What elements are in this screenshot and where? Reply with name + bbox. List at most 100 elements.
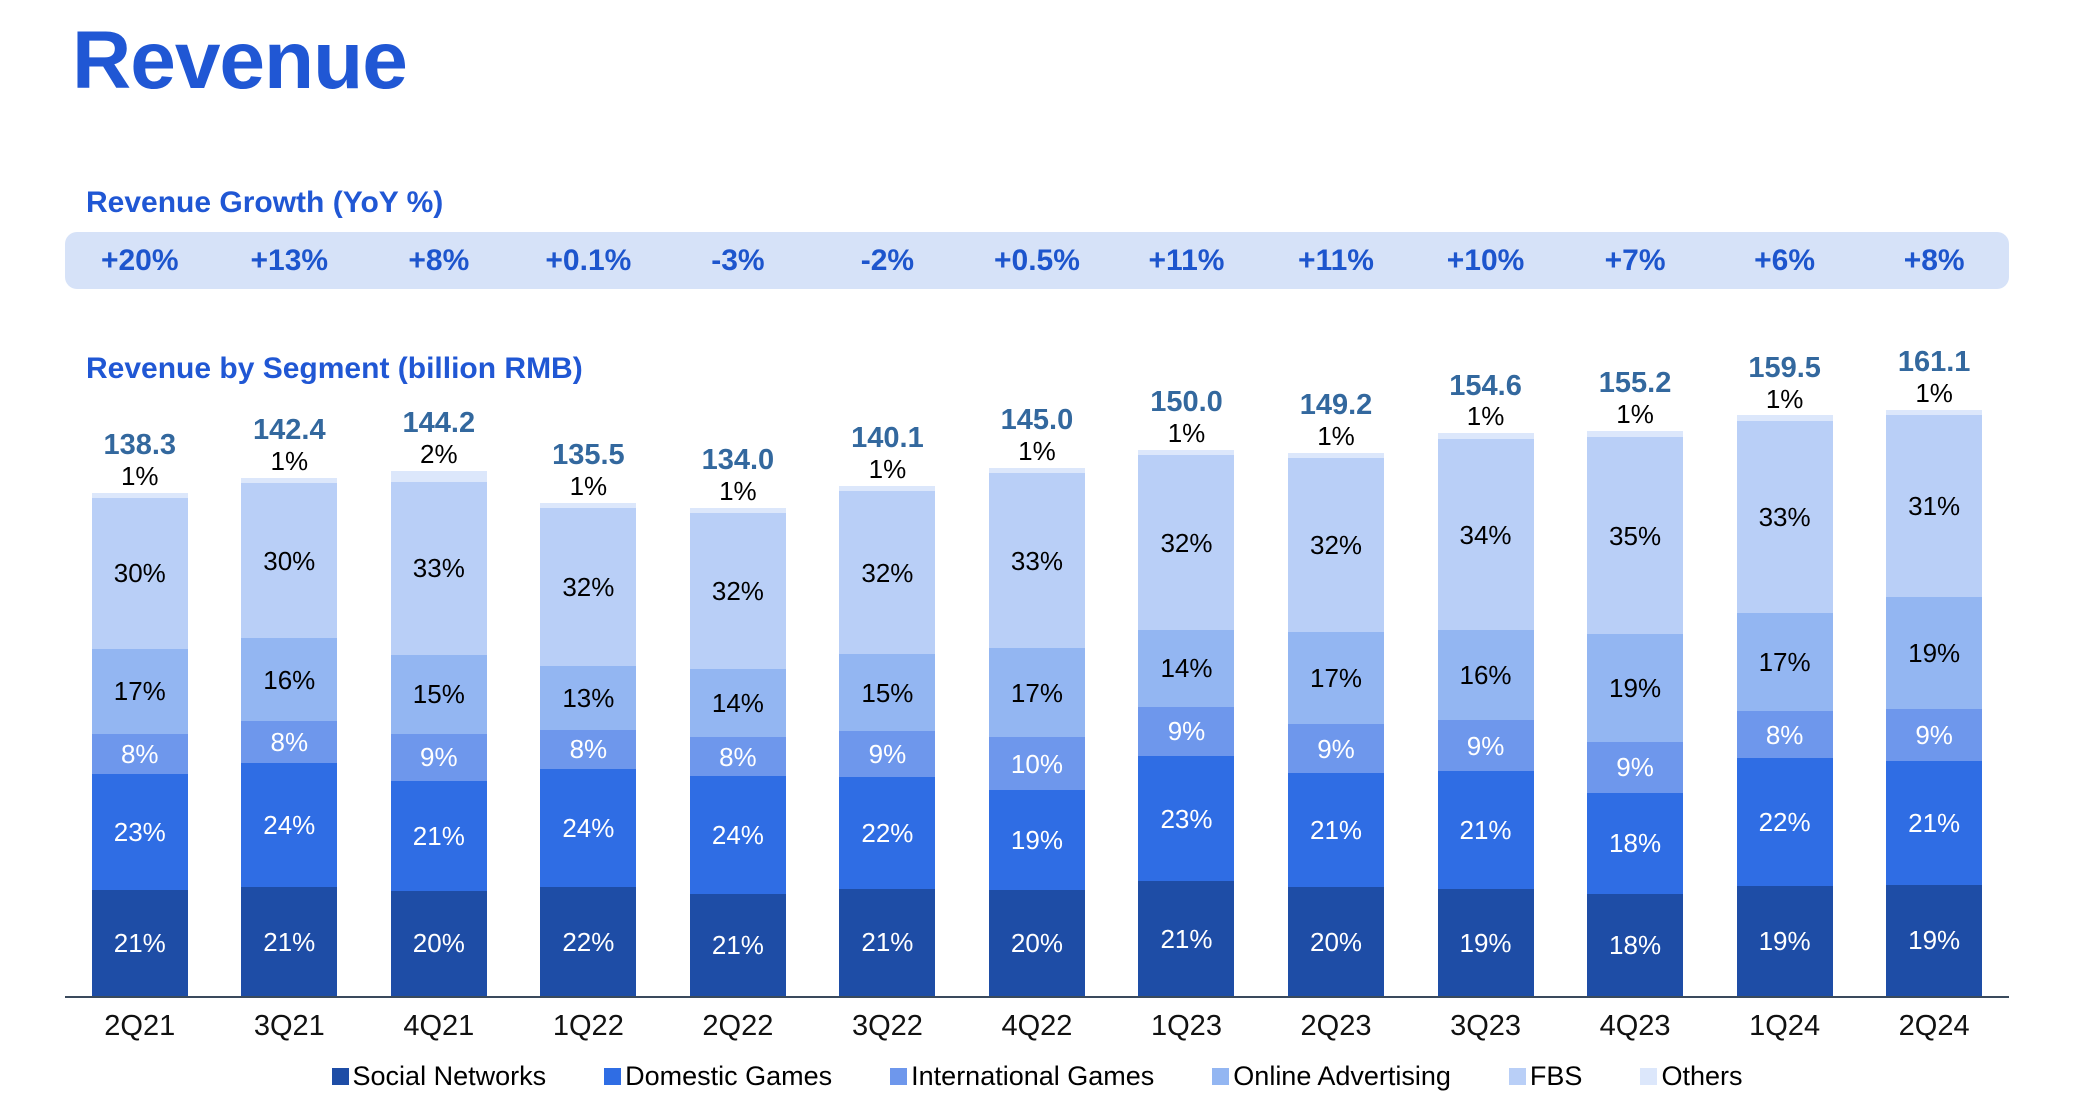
legend-label: FBS <box>1529 1061 1583 1091</box>
others-percent-label: 1% <box>120 460 159 491</box>
legend-item: International Games <box>890 1061 1155 1092</box>
others-percent-label: 1% <box>1466 401 1505 432</box>
bar-segment-fbs: 31% <box>1886 415 1983 598</box>
bar-segment-domestic-games: 21% <box>390 780 487 891</box>
legend-item: Online Advertising <box>1212 1061 1451 1092</box>
bar-segment-online-advertising: 15% <box>390 654 487 734</box>
bar-segment-others <box>241 477 338 483</box>
bar-segment-international-games: 9% <box>1437 720 1534 771</box>
bar-segment-online-advertising: 15% <box>839 654 936 731</box>
bar-segment-online-advertising: 17% <box>1736 612 1833 712</box>
others-percent-label: 2% <box>420 439 458 470</box>
bar-segment-social-networks: 18% <box>1587 894 1684 996</box>
bar-segment-social-networks: 20% <box>390 890 487 996</box>
bar-column: 135.5 1% 32% 13% 8% 24% 22% <box>514 334 664 996</box>
bar-segment-others <box>1587 431 1684 437</box>
x-axis-label: 4Q21 <box>403 1010 475 1042</box>
bar-segment-international-games: 8% <box>91 734 188 775</box>
bar-total-label: 140.1 <box>851 422 924 455</box>
growth-value: +7% <box>1604 243 1666 277</box>
x-axis-label: 3Q21 <box>253 1010 325 1042</box>
bar-segment-fbs: 30% <box>241 482 338 639</box>
legend-swatch-icon <box>331 1068 349 1086</box>
growth-value: +8% <box>408 243 470 277</box>
bar-segment-others <box>540 502 637 508</box>
bar-segment-social-networks: 19% <box>1736 885 1833 996</box>
bar-column: 154.6 1% 34% 16% 9% 21% 19% <box>1411 334 1561 996</box>
others-percent-label: 1% <box>1167 418 1206 449</box>
bar-segment-domestic-games: 24% <box>241 762 338 888</box>
bar-segment-fbs: 32% <box>839 491 936 655</box>
bar-column: 155.2 1% 35% 19% 9% 18% 18% <box>1560 334 1710 996</box>
stacked-bar: 33% 17% 10% 19% 20% <box>988 468 1085 996</box>
bar-segment-others <box>1886 409 1983 416</box>
bar-segment-domestic-games: 23% <box>1138 755 1235 882</box>
bar-segment-fbs: 35% <box>1587 436 1684 635</box>
bar-segment-domestic-games: 22% <box>839 776 936 889</box>
bar-segment-online-advertising: 17% <box>91 648 188 735</box>
others-percent-label: 1% <box>1018 436 1056 467</box>
x-axis-label: 2Q21 <box>104 1010 176 1042</box>
legend-label: Social Networks <box>352 1061 547 1091</box>
bar-segment-others <box>1138 450 1235 456</box>
bar-segment-social-networks: 19% <box>1437 889 1534 996</box>
growth-value: +11% <box>1148 243 1225 277</box>
bar-total-label: 145.0 <box>1000 404 1074 437</box>
bar-segment-online-advertising: 17% <box>988 647 1085 738</box>
bar-total-label: 150.0 <box>1150 386 1223 419</box>
bar-column: 140.1 1% 32% 15% 9% 22% 21% <box>813 334 963 996</box>
bar-segment-others <box>1288 452 1385 459</box>
bar-segment-international-games: 9% <box>390 733 487 781</box>
growth-value: +0.1% <box>545 243 632 277</box>
stacked-bar: 33% 17% 8% 22% 19% <box>1736 415 1833 996</box>
bar-column: 159.5 1% 33% 17% 8% 22% 19% <box>1710 334 1860 996</box>
legend-item: Domestic Games <box>604 1061 832 1092</box>
growth-heading: Revenue Growth (YoY %) <box>86 186 444 219</box>
growth-value: +13% <box>250 243 329 277</box>
bar-segment-international-games: 9% <box>1288 724 1385 774</box>
bar-segment-others <box>1736 415 1833 422</box>
x-axis-label: 2Q24 <box>1898 1010 1970 1042</box>
stacked-bar: 35% 19% 9% 18% 18% <box>1587 431 1684 996</box>
bar-total-label: 159.5 <box>1748 351 1821 384</box>
bar-column: 149.2 1% 32% 17% 9% 21% 20% <box>1261 334 1411 996</box>
legend-item: Social Networks <box>331 1061 547 1092</box>
growth-value: +20% <box>100 243 179 277</box>
legend-label: Others <box>1661 1061 1743 1091</box>
growth-value: +10% <box>1446 243 1525 277</box>
bar-segment-online-advertising: 14% <box>1138 630 1235 707</box>
bar-segment-international-games: 8% <box>241 721 338 763</box>
others-percent-label: 1% <box>270 445 309 476</box>
stacked-bar: 32% 15% 9% 22% 21% <box>839 486 936 996</box>
bar-column: 161.1 1% 31% 19% 9% 21% 19% <box>1859 334 2009 996</box>
bar-segment-international-games: 8% <box>1736 711 1833 758</box>
bar-segment-domestic-games: 21% <box>1886 761 1983 885</box>
stacked-bar: 30% 17% 8% 23% 21% <box>91 492 188 996</box>
bar-segment-online-advertising: 14% <box>689 669 786 738</box>
others-percent-label: 1% <box>1317 421 1355 452</box>
legend-swatch-icon <box>604 1068 622 1086</box>
x-axis-label: 2Q22 <box>702 1010 774 1042</box>
stacked-bar: 33% 15% 9% 21% 20% <box>390 471 487 996</box>
bar-total-label: 144.2 <box>402 407 476 440</box>
growth-value: -2% <box>860 243 915 277</box>
bar-segment-fbs: 32% <box>1138 455 1235 631</box>
bar-segment-others <box>390 471 487 482</box>
bar-segment-online-advertising: 17% <box>1288 632 1385 725</box>
bar-segment-fbs: 33% <box>1736 421 1833 613</box>
bar-segment-online-advertising: 19% <box>1587 634 1684 742</box>
legend-label: International Games <box>911 1061 1155 1091</box>
legend: Social Networks Domestic Games Internation… <box>0 1061 2074 1092</box>
bar-segment-social-networks: 21% <box>91 890 188 996</box>
bar-column: 138.3 1% 30% 17% 8% 23% 21% <box>65 334 215 996</box>
bar-total-label: 135.5 <box>552 439 625 472</box>
bar-segment-domestic-games: 21% <box>1437 770 1534 890</box>
stacked-bar: 30% 16% 8% 24% 21% <box>241 477 338 996</box>
x-axis-label: 3Q22 <box>851 1010 923 1042</box>
bar-segment-international-games: 9% <box>1138 706 1235 756</box>
x-axis-labels: 2Q21 3Q21 4Q21 1Q22 2Q22 3Q22 4Q22 1Q23 2Q23 3Q23… <box>65 1010 2009 1043</box>
bar-segment-others <box>689 508 786 514</box>
stacked-bar: 34% 16% 9% 21% 19% <box>1437 433 1534 996</box>
bar-segment-others <box>988 468 1085 474</box>
bar-segment-international-games: 8% <box>540 729 637 770</box>
